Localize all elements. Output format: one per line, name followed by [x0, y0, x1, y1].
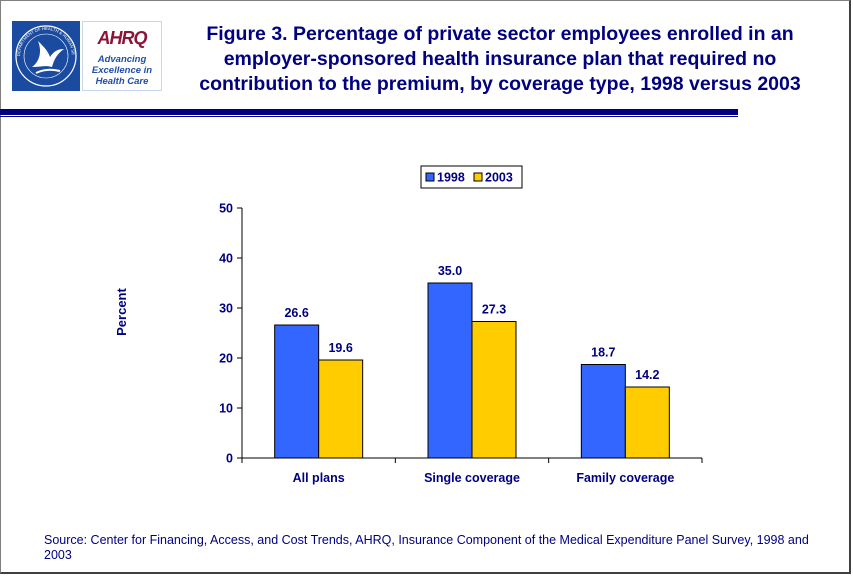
figure-title: Figure 3. Percentage of private sector e…	[199, 23, 801, 95]
bar-2003	[471, 321, 517, 459]
title-divider-thin	[0, 116, 738, 117]
bar-1998	[427, 282, 473, 459]
y-tick-label: 0	[226, 452, 233, 466]
legend-swatch-2003	[473, 172, 483, 182]
data-label: 14.2	[635, 368, 659, 382]
source-note: Source: Center for Financing, Access, an…	[44, 533, 809, 562]
ahrq-logo: AHRQ Advancing Excellence in Health Care	[82, 21, 162, 91]
y-tick-label: 30	[219, 302, 233, 316]
legend-box	[420, 165, 523, 189]
x-tick-label: Single coverage	[424, 471, 520, 485]
ahrq-logo-tagline: Advancing Excellence in Health Care	[91, 54, 153, 87]
y-tick-label: 40	[219, 252, 233, 266]
eagle-icon: DEPARTMENT OF HEALTH & HUMAN SERVICES • …	[10, 17, 77, 87]
header: DEPARTMENT OF HEALTH & HUMAN SERVICES • …	[0, 0, 853, 110]
bar-1998	[580, 364, 626, 459]
y-tick-label: 10	[219, 402, 233, 416]
y-tick-label: 50	[219, 202, 233, 216]
legend-label-2003: 2003	[485, 171, 513, 185]
legend-label-1998: 1998	[437, 171, 465, 185]
title-divider	[0, 109, 738, 115]
data-label: 35.0	[438, 264, 462, 278]
bars: 26.6 19.6 35.0 27.3 18.7 14.2	[274, 264, 670, 459]
data-label: 27.3	[482, 303, 506, 317]
data-label: 18.7	[591, 346, 615, 360]
bar-2003	[624, 386, 670, 459]
bar-2003	[318, 359, 364, 459]
x-tick-label: Family coverage	[576, 471, 674, 485]
hhs-logo: DEPARTMENT OF HEALTH & HUMAN SERVICES • …	[10, 17, 80, 91]
x-axis: All plans Single coverage Family coverage	[241, 457, 703, 485]
bar-1998	[274, 324, 320, 459]
legend-swatch-1998	[425, 172, 435, 182]
ahrq-logo-name: AHRQ	[97, 28, 148, 48]
y-axis-label: Percent	[114, 287, 129, 335]
y-axis: 0 10 20 30 40 50	[219, 202, 243, 466]
x-tick-label: All plans	[293, 471, 345, 485]
data-label: 19.6	[328, 341, 352, 355]
data-label: 26.6	[284, 306, 308, 320]
legend: 1998 2003	[420, 165, 523, 189]
y-tick-label: 20	[219, 352, 233, 366]
